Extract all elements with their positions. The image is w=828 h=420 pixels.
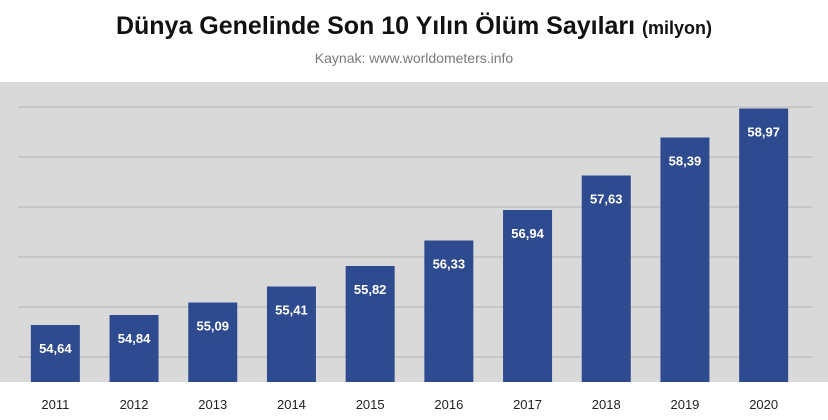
bar-2014 (266, 286, 316, 382)
data-label-2016: 56,33 (433, 257, 466, 272)
x-tick-label-2015: 2015 (356, 397, 385, 412)
x-tick-label-2012: 2012 (120, 397, 149, 412)
chart-title: Dünya Genelinde Son 10 Yılın Ölüm Sayıla… (0, 12, 828, 41)
x-tick-label-2017: 2017 (513, 397, 542, 412)
data-label-2011: 54,64 (39, 341, 72, 356)
chart-title-text: Dünya Genelinde Son 10 Yılın Ölüm Sayıla… (115, 12, 636, 40)
data-label-2013: 55,09 (196, 319, 229, 334)
data-label-2018: 57,63 (590, 192, 623, 207)
data-label-2015: 55,82 (354, 282, 387, 297)
bar-2015 (345, 266, 395, 382)
data-label-2012: 54,84 (118, 331, 151, 346)
x-tick-label-2011: 2011 (41, 397, 69, 412)
x-tick-label-2014: 2014 (277, 397, 306, 412)
x-tick-label-2019: 2019 (670, 397, 699, 412)
x-tick-label-2020: 2020 (749, 397, 778, 412)
bar-2017 (503, 210, 553, 382)
data-label-2014: 55,41 (275, 303, 308, 318)
bar-2012 (109, 315, 159, 382)
chart-title-unit: (milyon) (642, 18, 713, 38)
data-label-2020: 58,97 (747, 125, 780, 140)
chart-source: Kaynak: www.worldometers.info (314, 50, 514, 66)
bar-2020 (739, 108, 789, 382)
bar-2016 (424, 240, 474, 382)
bar-2018 (581, 175, 631, 382)
x-tick-label-2018: 2018 (592, 397, 621, 412)
bar-2019 (660, 137, 710, 382)
data-label-2017: 56,94 (511, 226, 544, 241)
data-label-2019: 58,39 (669, 154, 702, 169)
bar-2013 (188, 302, 238, 382)
x-tick-label-2016: 2016 (434, 397, 463, 412)
x-tick-label-2013: 2013 (198, 397, 227, 412)
bar-2011 (30, 325, 80, 382)
